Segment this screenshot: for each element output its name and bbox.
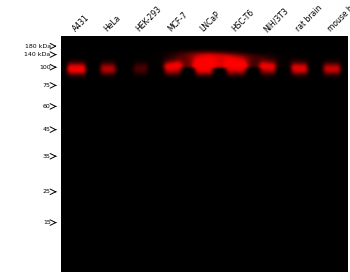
- Text: 25: 25: [43, 189, 51, 194]
- Text: NIH/3T3: NIH/3T3: [262, 6, 290, 34]
- Text: 75: 75: [43, 83, 51, 88]
- Text: HEK-293: HEK-293: [135, 4, 163, 34]
- Text: mouse brain: mouse brain: [326, 0, 350, 34]
- Text: 60: 60: [43, 104, 51, 109]
- Text: HeLa: HeLa: [103, 13, 123, 34]
- Text: 180 kDa: 180 kDa: [25, 44, 51, 49]
- Text: LNCaP: LNCaP: [198, 10, 222, 34]
- Text: 35: 35: [43, 154, 51, 159]
- Text: 45: 45: [43, 127, 51, 132]
- Text: HSC-T6: HSC-T6: [230, 8, 256, 34]
- Text: A431: A431: [71, 13, 91, 34]
- Text: 100: 100: [39, 65, 51, 70]
- Text: 140 kDa: 140 kDa: [25, 52, 51, 57]
- Text: rat brain: rat brain: [294, 4, 324, 34]
- Bar: [61, 36, 348, 272]
- Text: 15: 15: [43, 220, 51, 225]
- Text: MCF-7: MCF-7: [167, 10, 190, 34]
